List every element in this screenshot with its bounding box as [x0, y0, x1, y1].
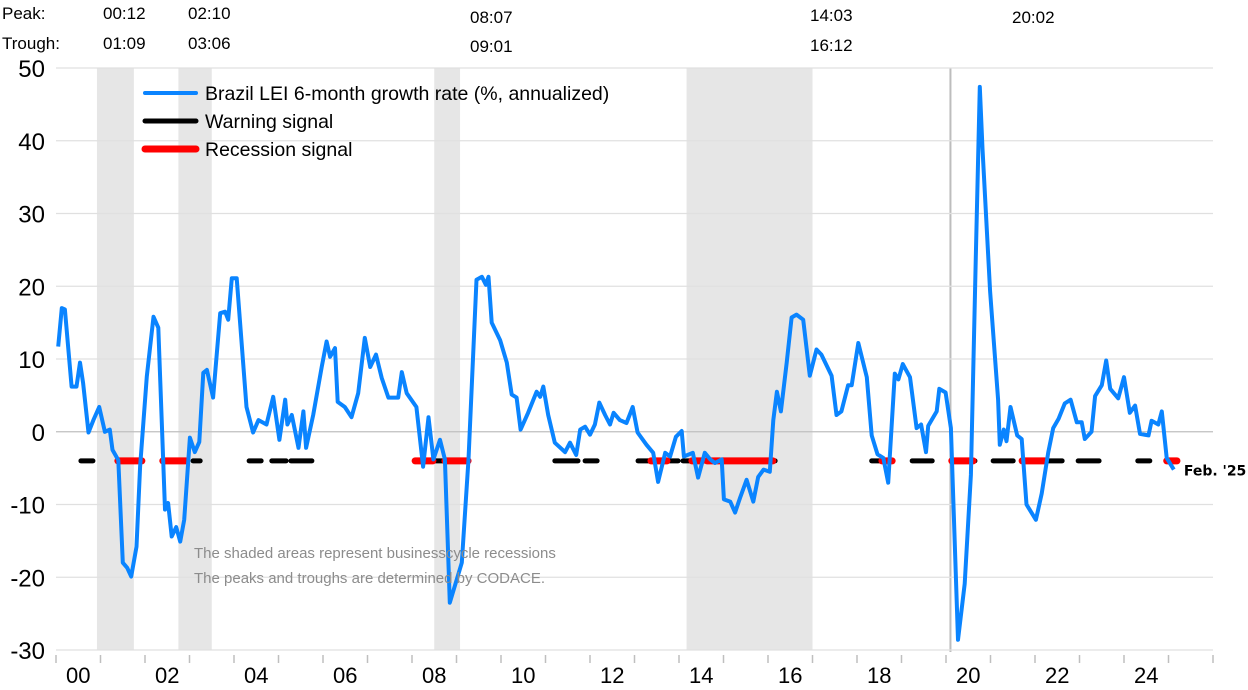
x-tick-label: 12	[600, 663, 624, 688]
x-tick-label: 20	[956, 663, 980, 688]
y-tick-label: -30	[10, 638, 45, 665]
recession-trough-date: 09:01	[470, 37, 513, 56]
recession-trough-date: 03:06	[188, 34, 231, 53]
y-tick-label: 0	[32, 420, 45, 447]
latest-date-label: Feb. '25	[1184, 464, 1246, 480]
recession-trough-date: 01:09	[103, 34, 146, 53]
recession-trough-date: 16:12	[810, 36, 853, 55]
recession-peak-date: 08:07	[470, 8, 513, 27]
y-tick-label: 50	[18, 56, 45, 83]
legend-label: Brazil LEI 6-month growth rate (%, annua…	[205, 83, 609, 105]
trough-row-label: Trough:	[2, 34, 60, 53]
x-tick-label: 10	[511, 663, 535, 688]
peak-row-label: Peak:	[2, 4, 46, 23]
y-tick-label: -20	[10, 565, 45, 592]
recession-peak-date: 20:02	[1012, 8, 1055, 27]
recession-peak-date: 14:03	[810, 6, 853, 25]
legend-label: Recession signal	[205, 139, 352, 161]
annotation-note: The peaks and troughs are determined by …	[194, 570, 545, 587]
y-tick-label: 40	[18, 129, 45, 156]
y-tick-label: 30	[18, 202, 45, 229]
x-tick-label: 24	[1134, 663, 1158, 688]
x-tick-label: 04	[244, 663, 268, 688]
lei-growth-line	[56, 84, 1176, 642]
x-tick-label: 14	[689, 663, 713, 688]
x-tick-label: 16	[778, 663, 802, 688]
x-tick-label: 08	[422, 663, 446, 688]
recession-peak-date: 02:10	[188, 4, 231, 23]
y-tick-label: -10	[10, 493, 45, 520]
y-tick-label: 20	[18, 274, 45, 301]
annotation-note: The shaded areas represent businesscycle…	[194, 545, 556, 562]
recession-peak-date: 00:12	[103, 4, 146, 23]
x-tick-label: 22	[1045, 663, 1069, 688]
y-tick-label: 10	[18, 347, 45, 374]
x-tick-label: 18	[867, 663, 891, 688]
x-tick-label: 00	[66, 663, 90, 688]
x-tick-label: 02	[155, 663, 179, 688]
x-tick-label: 06	[333, 663, 357, 688]
legend-label: Warning signal	[205, 111, 333, 133]
